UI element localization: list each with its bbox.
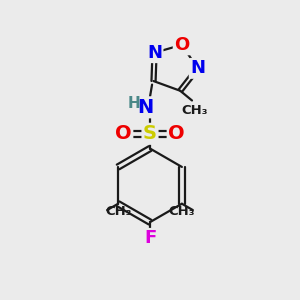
Text: N: N xyxy=(147,44,162,62)
Text: N: N xyxy=(137,98,154,117)
Text: O: O xyxy=(174,36,189,54)
Text: N: N xyxy=(190,59,205,77)
Text: F: F xyxy=(144,229,156,247)
Text: CH₃: CH₃ xyxy=(106,205,132,218)
Text: H: H xyxy=(128,96,141,111)
Text: O: O xyxy=(115,124,132,143)
Text: CH₃: CH₃ xyxy=(168,205,194,218)
Text: O: O xyxy=(168,124,185,143)
Text: S: S xyxy=(143,124,157,143)
Text: CH₃: CH₃ xyxy=(182,104,208,117)
